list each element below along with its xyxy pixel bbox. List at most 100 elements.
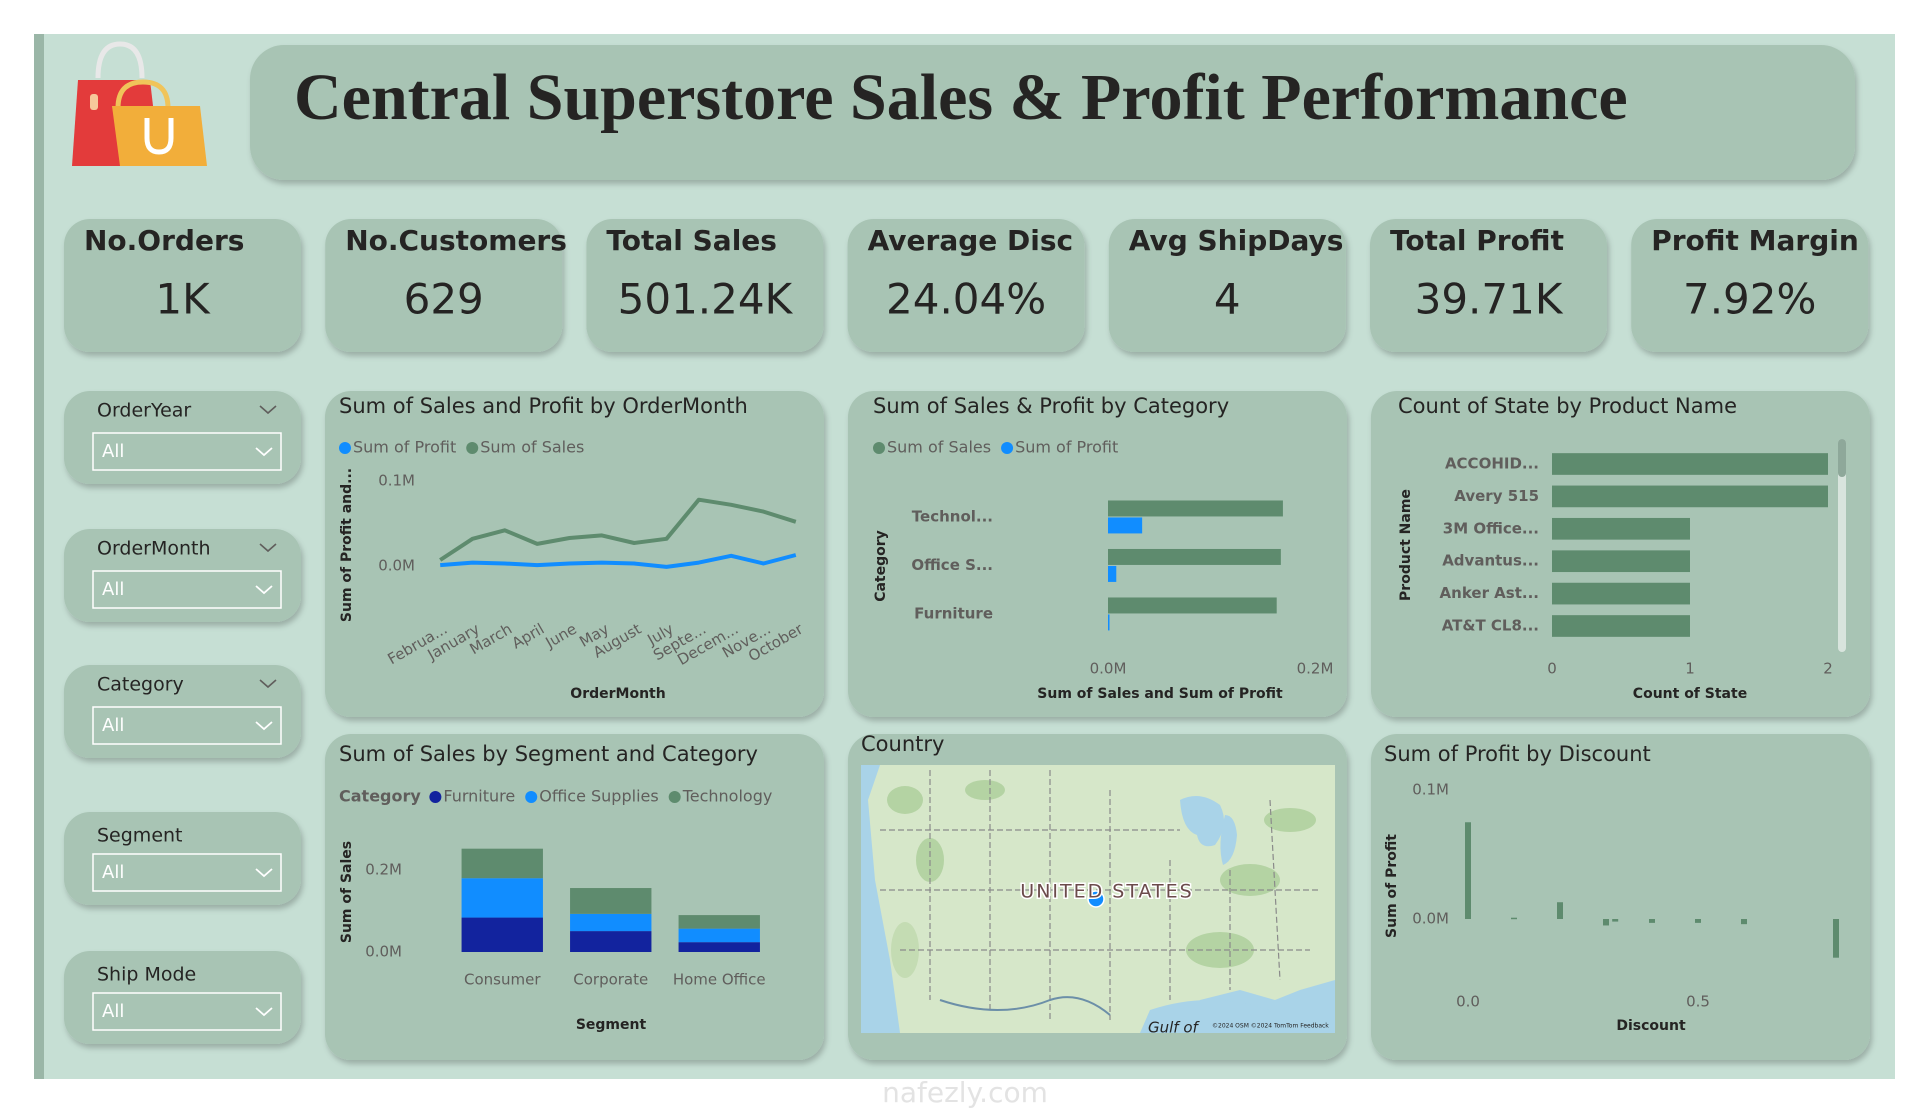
legend-label: Sum of Profit (353, 438, 456, 457)
chart-panel (325, 391, 824, 717)
x-tick-label: 2 (1823, 660, 1833, 678)
slicer-dropdown[interactable] (92, 992, 282, 1031)
y-tick-label: AT&T CL8... (1442, 617, 1539, 635)
x-tick-label: 0 (1547, 660, 1557, 678)
bar (1603, 919, 1609, 926)
logo (72, 41, 207, 166)
x-axis-title: Sum of Sales and Sum of Profit (1037, 686, 1283, 702)
kpi-label: Total Profit (1390, 224, 1564, 257)
dashboard-title: Central Superstore Sales & Profit Perfor… (294, 61, 1628, 134)
slicer-label: Segment (97, 825, 183, 847)
chart-panel (848, 391, 1347, 717)
kpi-label: Average Disc (868, 224, 1074, 257)
kpi-card (64, 219, 301, 352)
y-tick-label: 3M Office... (1443, 519, 1539, 537)
kpi-label: No.Orders (84, 224, 244, 257)
map-background (861, 765, 1335, 1033)
kpi-card (1631, 219, 1869, 352)
kpi-value: 39.71K (1415, 275, 1564, 324)
legend-marker (466, 442, 479, 454)
y-tick-label: 0.0M (378, 557, 415, 575)
x-tick-label: 0.5 (1686, 993, 1710, 1011)
chart-title: Country (861, 732, 944, 756)
bar (1108, 548, 1281, 565)
dropdown-chevron (255, 721, 273, 731)
title-box (250, 45, 1855, 180)
y-tick-label: ACCOHID... (1445, 455, 1539, 473)
kpi-card (325, 219, 563, 352)
watermark: nafezly.com (882, 1076, 1048, 1109)
scrollbar-track[interactable] (1838, 439, 1846, 652)
bar (1108, 597, 1277, 614)
slicer-value: All (102, 715, 124, 736)
slicer-dropdown[interactable] (92, 853, 282, 892)
bar (1557, 902, 1563, 919)
y-tick-label: 0.0M (365, 943, 402, 961)
dropdown-chevron (255, 585, 273, 595)
slicer-value: All (102, 1001, 124, 1022)
slicer-dropdown[interactable] (92, 706, 282, 745)
bar (1511, 917, 1517, 920)
y-tick-label: 0.1M (1412, 781, 1449, 799)
legend-label: Sum of Sales (480, 438, 584, 457)
kpi-label: Profit Margin (1651, 224, 1859, 257)
bar (1552, 453, 1828, 475)
bar (1695, 919, 1701, 923)
x-tick-label: Consumer (464, 971, 541, 989)
left-strip (34, 34, 44, 1079)
bar (1649, 919, 1655, 923)
x-axis-title: OrderMonth (570, 686, 665, 702)
slicer-label: OrderYear (97, 400, 191, 422)
kpi-value: 24.04% (886, 275, 1046, 324)
chart-title: Sum of Sales by Segment and Category (339, 742, 758, 766)
legend-marker (873, 442, 885, 454)
legend-marker (429, 791, 442, 803)
bar (1108, 614, 1110, 631)
legend-marker (1001, 442, 1014, 454)
kpi-value: 7.92% (1683, 275, 1816, 324)
kpi-value: 1K (155, 275, 211, 324)
bar (1552, 615, 1690, 637)
x-axis-title: Count of State (1633, 686, 1747, 702)
y-tick-label: Furniture (914, 604, 993, 622)
bar (1612, 919, 1619, 922)
kpi-label: Avg ShipDays (1129, 224, 1344, 257)
slicer-label: Ship Mode (97, 964, 196, 986)
slicer-chevron (259, 543, 277, 553)
bar (1108, 517, 1143, 534)
bar (1552, 582, 1690, 605)
bar (1108, 500, 1283, 517)
map-label: Gulf of (1148, 1019, 1201, 1037)
x-axis-title: Discount (1616, 1018, 1686, 1034)
chart-title: Count of State by Product Name (1398, 394, 1737, 418)
bar-segment (461, 917, 543, 952)
kpi-card (1108, 219, 1346, 352)
y-tick-label: 0.0M (1412, 910, 1449, 928)
kpi-label: Total Sales (606, 224, 777, 257)
dropdown-chevron (255, 868, 273, 878)
bar (1741, 919, 1747, 925)
bar-segment (461, 878, 543, 918)
y-axis-title: Product Name (1398, 489, 1414, 601)
kpi-label: No.Customers (345, 224, 567, 257)
legend-marker (339, 442, 351, 454)
chart-panel (1371, 734, 1870, 1060)
legend-label: Office Supplies (539, 787, 658, 806)
bar-segment (570, 913, 652, 932)
x-tick-label: 1 (1685, 660, 1695, 678)
line-series (439, 497, 797, 562)
dropdown-chevron (255, 1007, 273, 1017)
bar-segment (570, 888, 652, 914)
kpi-card (586, 219, 824, 352)
x-axis-title: Segment (576, 1017, 647, 1033)
scrollbar-thumb[interactable] (1838, 439, 1846, 477)
y-axis-title: Sum of Profit (1384, 834, 1400, 938)
bar-segment (461, 848, 543, 879)
x-tick-label: 0.0 (1456, 993, 1480, 1011)
kpi-value: 629 (404, 275, 484, 324)
slicer-dropdown[interactable] (92, 570, 282, 609)
slicer-chevron (259, 679, 277, 689)
slicer-dropdown[interactable] (92, 432, 282, 471)
y-tick-label: 0.2M (365, 861, 402, 879)
legend-marker (668, 791, 681, 803)
